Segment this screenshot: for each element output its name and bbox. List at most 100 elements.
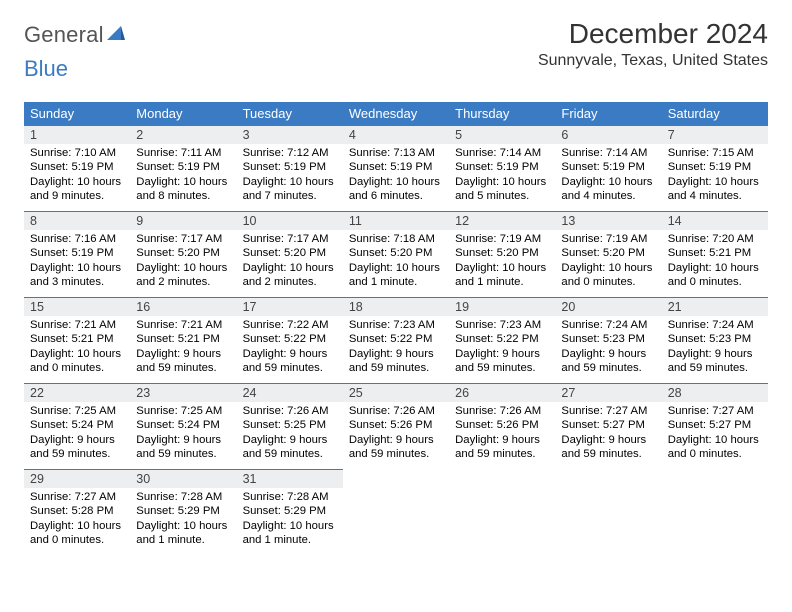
day-details: Sunrise: 7:11 AMSunset: 5:19 PMDaylight:… <box>130 144 236 208</box>
sunset-line: Sunset: 5:26 PM <box>349 418 443 432</box>
daylight-line: Daylight: 10 hours and 0 minutes. <box>30 347 124 376</box>
daylight-line: Daylight: 10 hours and 0 minutes. <box>668 261 762 290</box>
empty-cell <box>343 470 449 556</box>
day-number: 5 <box>449 126 555 144</box>
day-cell: 5Sunrise: 7:14 AMSunset: 5:19 PMDaylight… <box>449 126 555 212</box>
sunrise-line: Sunrise: 7:16 AM <box>30 232 124 246</box>
sunrise-line: Sunrise: 7:14 AM <box>455 146 549 160</box>
sunrise-line: Sunrise: 7:25 AM <box>30 404 124 418</box>
empty-cell <box>662 470 768 556</box>
sunset-line: Sunset: 5:28 PM <box>30 504 124 518</box>
day-number: 10 <box>237 212 343 230</box>
month-title: December 2024 <box>538 18 768 50</box>
dow-header: Sunday <box>24 102 130 126</box>
sunrise-line: Sunrise: 7:15 AM <box>668 146 762 160</box>
dow-header: Thursday <box>449 102 555 126</box>
day-details: Sunrise: 7:14 AMSunset: 5:19 PMDaylight:… <box>449 144 555 208</box>
sail-icon <box>107 24 125 47</box>
day-number: 27 <box>555 384 661 402</box>
sunrise-line: Sunrise: 7:27 AM <box>668 404 762 418</box>
day-cell: 23Sunrise: 7:25 AMSunset: 5:24 PMDayligh… <box>130 384 236 470</box>
sunset-line: Sunset: 5:27 PM <box>561 418 655 432</box>
day-cell: 9Sunrise: 7:17 AMSunset: 5:20 PMDaylight… <box>130 212 236 298</box>
sunrise-line: Sunrise: 7:28 AM <box>243 490 337 504</box>
daylight-line: Daylight: 10 hours and 2 minutes. <box>243 261 337 290</box>
day-cell: 19Sunrise: 7:23 AMSunset: 5:22 PMDayligh… <box>449 298 555 384</box>
daylight-line: Daylight: 10 hours and 0 minutes. <box>561 261 655 290</box>
day-details: Sunrise: 7:16 AMSunset: 5:19 PMDaylight:… <box>24 230 130 294</box>
day-cell: 30Sunrise: 7:28 AMSunset: 5:29 PMDayligh… <box>130 470 236 556</box>
sunrise-line: Sunrise: 7:24 AM <box>561 318 655 332</box>
day-number: 2 <box>130 126 236 144</box>
sunrise-line: Sunrise: 7:27 AM <box>30 490 124 504</box>
sunrise-line: Sunrise: 7:11 AM <box>136 146 230 160</box>
daylight-line: Daylight: 10 hours and 8 minutes. <box>136 175 230 204</box>
daylight-line: Daylight: 9 hours and 59 minutes. <box>30 433 124 462</box>
day-details: Sunrise: 7:19 AMSunset: 5:20 PMDaylight:… <box>555 230 661 294</box>
day-cell: 31Sunrise: 7:28 AMSunset: 5:29 PMDayligh… <box>237 470 343 556</box>
day-details: Sunrise: 7:22 AMSunset: 5:22 PMDaylight:… <box>237 316 343 380</box>
day-cell: 1Sunrise: 7:10 AMSunset: 5:19 PMDaylight… <box>24 126 130 212</box>
empty-cell <box>555 470 661 556</box>
sunset-line: Sunset: 5:25 PM <box>243 418 337 432</box>
day-cell: 13Sunrise: 7:19 AMSunset: 5:20 PMDayligh… <box>555 212 661 298</box>
day-cell: 16Sunrise: 7:21 AMSunset: 5:21 PMDayligh… <box>130 298 236 384</box>
day-details: Sunrise: 7:21 AMSunset: 5:21 PMDaylight:… <box>24 316 130 380</box>
sunrise-line: Sunrise: 7:19 AM <box>561 232 655 246</box>
brand-logo: General <box>24 18 128 48</box>
day-details: Sunrise: 7:17 AMSunset: 5:20 PMDaylight:… <box>237 230 343 294</box>
day-details: Sunrise: 7:25 AMSunset: 5:24 PMDaylight:… <box>130 402 236 466</box>
sunrise-line: Sunrise: 7:12 AM <box>243 146 337 160</box>
brand-word1: General <box>24 22 104 48</box>
day-cell: 14Sunrise: 7:20 AMSunset: 5:21 PMDayligh… <box>662 212 768 298</box>
sunset-line: Sunset: 5:20 PM <box>561 246 655 260</box>
day-number: 19 <box>449 298 555 316</box>
sunrise-line: Sunrise: 7:20 AM <box>668 232 762 246</box>
empty-cell <box>449 470 555 556</box>
day-number: 23 <box>130 384 236 402</box>
day-cell: 22 Sunrise: 7:25 AMSunset: 5:24 PMDayligh… <box>24 384 130 470</box>
day-number: 20 <box>555 298 661 316</box>
day-details: Sunrise: 7:24 AMSunset: 5:23 PMDaylight:… <box>555 316 661 380</box>
day-number: 30 <box>130 470 236 488</box>
dow-header: Friday <box>555 102 661 126</box>
day-cell: 26Sunrise: 7:26 AMSunset: 5:26 PMDayligh… <box>449 384 555 470</box>
day-details: Sunrise: 7:19 AMSunset: 5:20 PMDaylight:… <box>449 230 555 294</box>
daylight-line: Daylight: 9 hours and 59 minutes. <box>136 347 230 376</box>
day-number: 14 <box>662 212 768 230</box>
sunset-line: Sunset: 5:24 PM <box>30 418 124 432</box>
day-cell: 3Sunrise: 7:12 AMSunset: 5:19 PMDaylight… <box>237 126 343 212</box>
daylight-line: Daylight: 10 hours and 7 minutes. <box>243 175 337 204</box>
daylight-line: Daylight: 10 hours and 1 minute. <box>136 519 230 548</box>
daylight-line: Daylight: 10 hours and 4 minutes. <box>668 175 762 204</box>
day-cell: 28Sunrise: 7:27 AMSunset: 5:27 PMDayligh… <box>662 384 768 470</box>
sunrise-line: Sunrise: 7:14 AM <box>561 146 655 160</box>
daylight-line: Daylight: 9 hours and 59 minutes. <box>136 433 230 462</box>
day-number: 13 <box>555 212 661 230</box>
day-number: 24 <box>237 384 343 402</box>
daylight-line: Daylight: 10 hours and 1 minute. <box>243 519 337 548</box>
day-number: 6 <box>555 126 661 144</box>
day-number: 4 <box>343 126 449 144</box>
day-cell: 27Sunrise: 7:27 AMSunset: 5:27 PMDayligh… <box>555 384 661 470</box>
sunrise-line: Sunrise: 7:27 AM <box>561 404 655 418</box>
sunset-line: Sunset: 5:21 PM <box>136 332 230 346</box>
day-details: Sunrise: 7:28 AMSunset: 5:29 PMDaylight:… <box>237 488 343 552</box>
day-details: Sunrise: 7:21 AMSunset: 5:21 PMDaylight:… <box>130 316 236 380</box>
day-details: Sunrise: 7:23 AMSunset: 5:22 PMDaylight:… <box>449 316 555 380</box>
day-number: 22 <box>24 384 130 402</box>
day-cell: 24Sunrise: 7:26 AMSunset: 5:25 PMDayligh… <box>237 384 343 470</box>
day-cell: 25Sunrise: 7:26 AMSunset: 5:26 PMDayligh… <box>343 384 449 470</box>
day-details: Sunrise: 7:27 AMSunset: 5:27 PMDaylight:… <box>555 402 661 466</box>
sunrise-line: Sunrise: 7:18 AM <box>349 232 443 246</box>
daylight-line: Daylight: 10 hours and 2 minutes. <box>136 261 230 290</box>
day-cell: 20Sunrise: 7:24 AMSunset: 5:23 PMDayligh… <box>555 298 661 384</box>
daylight-line: Daylight: 9 hours and 59 minutes. <box>561 347 655 376</box>
sunrise-line: Sunrise: 7:23 AM <box>349 318 443 332</box>
sunset-line: Sunset: 5:20 PM <box>455 246 549 260</box>
daylight-line: Daylight: 9 hours and 59 minutes. <box>243 433 337 462</box>
daylight-line: Daylight: 10 hours and 1 minute. <box>349 261 443 290</box>
day-details: Sunrise: 7:13 AMSunset: 5:19 PMDaylight:… <box>343 144 449 208</box>
sunset-line: Sunset: 5:19 PM <box>243 160 337 174</box>
day-details: Sunrise: 7:20 AMSunset: 5:21 PMDaylight:… <box>662 230 768 294</box>
